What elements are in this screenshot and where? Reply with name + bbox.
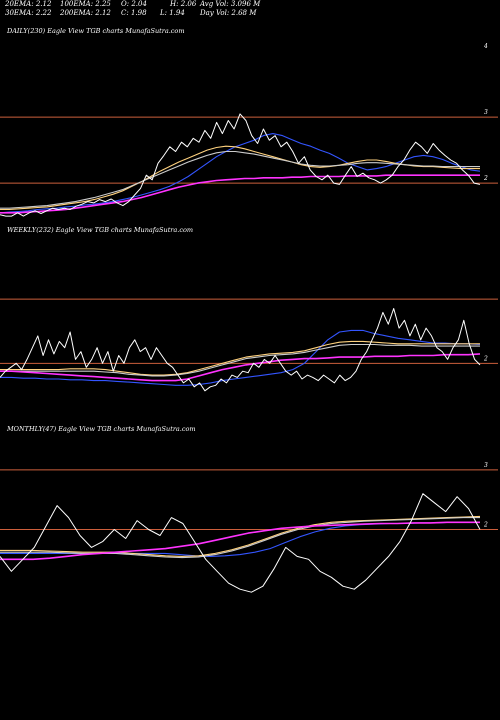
daily-price-line bbox=[0, 113, 481, 217]
monthly-panel-title: MONTHLY(47) Eagle View TGB charts Munafa… bbox=[7, 425, 196, 433]
monthly-ma-line-3 bbox=[0, 517, 480, 559]
high-label: H: 2.06 bbox=[170, 0, 197, 8]
weekly-ma-line-1 bbox=[0, 329, 481, 386]
daily-ma-line-2 bbox=[0, 145, 480, 211]
weekly-ma-line-3 bbox=[0, 343, 480, 377]
monthly-price-line bbox=[0, 493, 481, 593]
daily-ma-line-3 bbox=[0, 150, 480, 209]
avg-vol-label: Avg Vol: 3.096 M bbox=[200, 0, 261, 8]
indicator-header: 20EMA: 2.12 100EMA: 2.25 O: 2.04 H: 2.06… bbox=[0, 0, 500, 20]
monthly-ma-line-2 bbox=[0, 515, 481, 557]
weekly-ma-line-4 bbox=[0, 353, 481, 382]
daily-y-tick-label: 4 bbox=[483, 43, 488, 50]
weekly-y-tick-label: 2 bbox=[483, 355, 488, 362]
open-label: O: 2.04 bbox=[121, 0, 147, 8]
low-label: L: 1.94 bbox=[160, 9, 185, 17]
ema30-label: 30EMA: 2.22 bbox=[5, 9, 52, 17]
monthly-ma-line-4 bbox=[0, 521, 480, 561]
weekly-price-line bbox=[0, 308, 481, 392]
daily-panel-title: DAILY(230) Eagle View TGB charts MunafaS… bbox=[7, 27, 185, 35]
day-vol-label: Day Vol: 2.68 M bbox=[200, 9, 257, 17]
daily-ma-line-4 bbox=[0, 174, 480, 214]
daily-ma-line-1 bbox=[0, 133, 481, 214]
weekly-panel-title: WEEKLY(232) Eagle View TGB charts Munafa… bbox=[7, 226, 194, 234]
weekly-ma-line-2 bbox=[0, 340, 480, 376]
monthly-y-tick-label: 3 bbox=[484, 462, 488, 469]
ema200-label: 200EMA: 2.12 bbox=[60, 9, 111, 17]
monthly-y-tick-label: 2 bbox=[483, 522, 488, 529]
daily-y-tick-label: 2 bbox=[483, 175, 488, 182]
daily-y-tick-label: 3 bbox=[484, 109, 488, 116]
close-label: C: 1.98 bbox=[121, 9, 147, 17]
ema20-label: 20EMA: 2.12 bbox=[5, 0, 52, 8]
ema100-label: 100EMA: 2.25 bbox=[60, 0, 111, 8]
